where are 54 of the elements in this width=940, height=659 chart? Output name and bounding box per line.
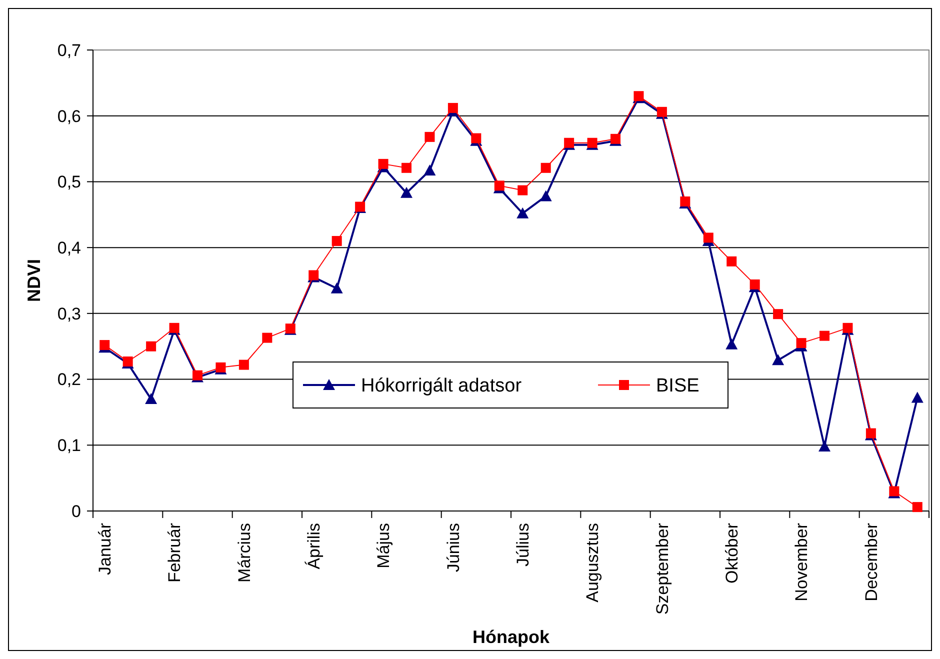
point bbox=[773, 309, 784, 320]
x-axis-title: Hónapok bbox=[472, 627, 550, 647]
point bbox=[424, 132, 435, 142]
x-tick-label: December bbox=[862, 522, 881, 602]
point bbox=[518, 185, 528, 196]
point bbox=[471, 133, 482, 144]
point bbox=[145, 393, 158, 404]
point bbox=[262, 332, 272, 343]
y-tick-label: 0,3 bbox=[57, 304, 81, 324]
point bbox=[516, 207, 529, 218]
y-tick-label: 0,1 bbox=[57, 436, 81, 456]
x-tick-label: Január bbox=[96, 522, 115, 575]
y-tick-label: 0,2 bbox=[57, 370, 81, 390]
x-tick-label: Március bbox=[234, 523, 254, 583]
x-tick-label: Február bbox=[165, 522, 184, 583]
point bbox=[912, 502, 922, 512]
y-tick-label: 0,6 bbox=[57, 106, 81, 126]
point bbox=[332, 236, 342, 246]
y-tick-label: 0,4 bbox=[57, 238, 81, 258]
point bbox=[448, 102, 458, 113]
point bbox=[540, 190, 552, 202]
x-tick-label: November bbox=[792, 522, 812, 602]
y-tick-label: 0,7 bbox=[57, 40, 81, 60]
legend-label: Hókorrigált adatsor bbox=[361, 376, 522, 397]
point bbox=[911, 392, 924, 403]
point bbox=[796, 338, 806, 348]
point bbox=[402, 162, 412, 173]
y-axis-title: NDVI bbox=[24, 258, 44, 302]
point bbox=[378, 158, 388, 169]
x-tick-label: Július bbox=[514, 523, 533, 566]
point bbox=[146, 341, 156, 352]
point bbox=[772, 354, 784, 366]
point bbox=[424, 164, 436, 176]
y-tick-label: 0,5 bbox=[57, 172, 81, 192]
x-tick-label: Szeptember bbox=[652, 522, 672, 615]
legend-label: BISE bbox=[656, 376, 700, 397]
x-tick-label: Október bbox=[722, 522, 742, 584]
point bbox=[750, 279, 760, 290]
point bbox=[330, 282, 343, 294]
point bbox=[400, 186, 412, 198]
point bbox=[494, 180, 504, 191]
x-tick-label: Április bbox=[304, 523, 324, 570]
point bbox=[820, 330, 830, 341]
point bbox=[818, 440, 830, 452]
point bbox=[726, 256, 737, 266]
x-tick-label: Június bbox=[444, 523, 463, 572]
point bbox=[703, 232, 714, 243]
point bbox=[100, 340, 110, 350]
x-tick-label: Augusztus bbox=[583, 523, 602, 602]
point bbox=[238, 360, 249, 370]
y-tick-label: 0 bbox=[72, 502, 81, 521]
x-tick-label: Május bbox=[374, 523, 394, 568]
point bbox=[726, 338, 738, 350]
point bbox=[540, 162, 551, 173]
